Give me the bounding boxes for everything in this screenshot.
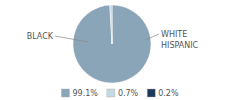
legend: 99.1% 0.7% 0.2% bbox=[61, 89, 178, 98]
legend-label: 0.7% bbox=[118, 89, 139, 98]
annotation: HISPANIC bbox=[161, 41, 199, 50]
pie-slice bbox=[111, 5, 112, 44]
annotation: BLACK bbox=[27, 32, 54, 41]
annotation: WHITE bbox=[161, 30, 187, 39]
pie-slice bbox=[73, 5, 151, 83]
legend-swatch bbox=[147, 89, 155, 97]
legend-swatch bbox=[61, 89, 69, 97]
pie-slice bbox=[110, 5, 112, 44]
annotations: BLACK WHITE HISPANIC bbox=[27, 30, 199, 50]
pie bbox=[73, 5, 151, 83]
legend-item: 99.1% bbox=[61, 89, 98, 98]
chart: BLACK WHITE HISPANIC 99.1% 0.7% 0.2% bbox=[0, 0, 240, 100]
legend-swatch bbox=[107, 89, 115, 97]
leader-line bbox=[145, 34, 159, 40]
leader-line bbox=[55, 36, 89, 42]
legend-label: 0.2% bbox=[158, 89, 179, 98]
legend-item: 0.2% bbox=[147, 89, 179, 98]
legend-label: 99.1% bbox=[72, 89, 98, 98]
legend-item: 0.7% bbox=[107, 89, 139, 98]
